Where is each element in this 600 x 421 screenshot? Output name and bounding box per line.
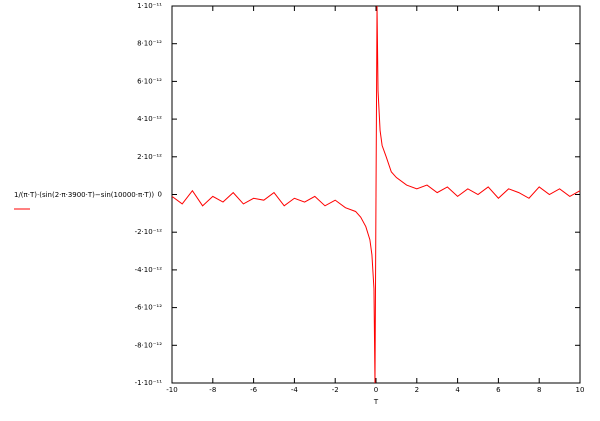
- y-tick-label: -4·10⁻¹²: [135, 266, 163, 274]
- x-tick-label: -4: [291, 386, 299, 394]
- y-tick-label: 6·10⁻¹²: [137, 77, 162, 85]
- y-tick-label: -8·10⁻¹²: [135, 341, 163, 349]
- y-tick-label: 0: [158, 191, 162, 199]
- y-tick-label: -1·10⁻¹¹: [135, 379, 163, 387]
- legend-label: 1/(π·T)·(sin(2·π·3900·T)−sin(10000·π·T)): [14, 191, 154, 199]
- y-tick-label: 8·10⁻¹²: [137, 40, 162, 48]
- x-tick-label: 4: [455, 386, 460, 394]
- x-tick-label: 10: [576, 386, 585, 394]
- x-tick-label: -10: [166, 386, 177, 394]
- y-tick-label: 4·10⁻¹²: [137, 115, 162, 123]
- x-tick-label: 6: [496, 386, 501, 394]
- x-axis-label: T: [373, 398, 379, 406]
- y-tick-label: -2·10⁻¹²: [135, 228, 163, 236]
- x-tick-label: -2: [332, 386, 339, 394]
- x-tick-label: -6: [250, 386, 258, 394]
- y-tick-label: 1·10⁻¹¹: [137, 2, 162, 10]
- y-tick-label: -6·10⁻¹²: [135, 304, 163, 312]
- x-tick-label: 8: [537, 386, 541, 394]
- x-tick-label: -8: [209, 386, 216, 394]
- x-tick-label: 2: [415, 386, 419, 394]
- x-tick-label: 0: [374, 386, 378, 394]
- data-line: [171, 5, 581, 384]
- y-tick-label: 2·10⁻¹²: [137, 153, 162, 161]
